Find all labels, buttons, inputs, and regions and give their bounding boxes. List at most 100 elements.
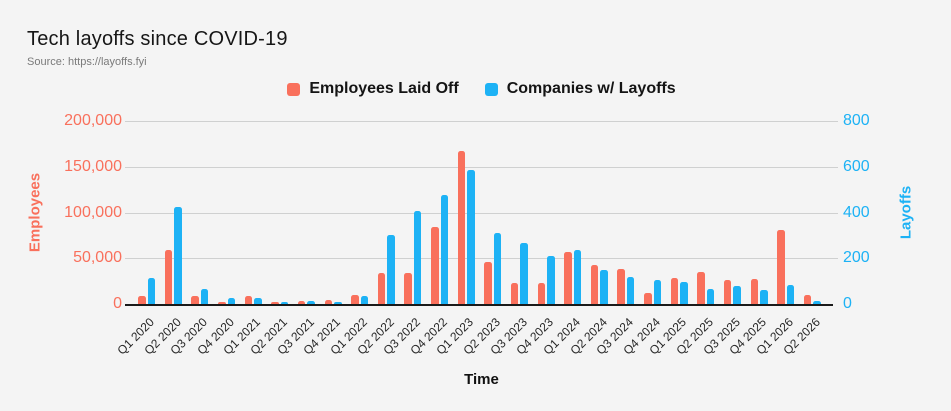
bar-group-q4-2024 [644,121,662,304]
chart-title: Tech layoffs since COVID-19 [27,28,288,50]
bar-employees-q3-2021[interactable] [297,301,306,304]
bar-group-q2-2021 [271,121,289,304]
bar-group-q4-2021 [324,121,342,304]
bar-companies-q3-2020[interactable] [200,289,209,304]
legend: Employees Laid Off Companies w/ Layoffs [125,80,838,98]
bar-companies-q1-2023[interactable] [467,170,475,304]
x-axis-line [125,304,833,306]
plot-area [125,121,838,304]
bar-employees-q1-2024[interactable] [564,252,572,304]
bar-group-q4-2020 [218,121,236,304]
bar-companies-q2-2026[interactable] [813,300,821,304]
y-axis-title-layoffs: Layoffs [897,185,915,240]
bar-companies-q3-2022[interactable] [413,210,422,304]
bar-employees-q3-2023[interactable] [510,283,519,304]
bar-companies-q1-2021[interactable] [254,297,262,304]
bar-companies-q2-2020[interactable] [174,206,182,304]
bar-companies-q3-2024[interactable] [626,276,635,304]
bar-group-q4-2023 [537,121,555,304]
bar-employees-q2-2021[interactable] [271,302,279,304]
bar-employees-q4-2024[interactable] [644,292,652,304]
bar-companies-q2-2023[interactable] [493,233,502,304]
bar-companies-q1-2026[interactable] [786,285,795,304]
left-tick-50000: 50,000 [73,249,122,267]
right-tick-400: 400 [843,203,870,221]
bar-group-q4-2025 [750,121,768,304]
bar-employees-q1-2023[interactable] [457,150,466,304]
right-tick-800: 800 [843,112,870,129]
bar-employees-q4-2022[interactable] [431,227,439,304]
bar-companies-q4-2025[interactable] [760,290,768,304]
bar-companies-q4-2022[interactable] [440,195,449,304]
bar-companies-q2-2024[interactable] [600,269,608,304]
bar-employees-q1-2020[interactable] [138,295,146,304]
legend-label-employees: Employees Laid Off [309,80,459,97]
bar-employees-q3-2020[interactable] [191,295,199,304]
y-axis-title-employees: Employees [26,172,44,253]
bar-group-q1-2023 [457,121,475,304]
bar-group-q2-2024 [590,121,608,304]
bar-employees-q3-2025[interactable] [723,279,732,304]
bar-companies-q1-2020[interactable] [147,277,156,304]
bar-group-q1-2020 [138,121,156,304]
bar-companies-q4-2021[interactable] [334,302,342,304]
bar-group-q3-2020 [191,121,209,304]
gridline-150000 [125,166,838,168]
bar-employees-q4-2021[interactable] [324,300,333,304]
bar-companies-q4-2020[interactable] [227,298,236,304]
bar-employees-q3-2024[interactable] [617,269,625,304]
bar-companies-q1-2022[interactable] [360,296,369,304]
chart-source: Source: https://layoffs.fyi [27,56,147,68]
bar-employees-q3-2022[interactable] [404,272,412,304]
bar-group-q3-2024 [617,121,635,304]
bar-group-q3-2022 [404,121,422,304]
bar-group-q1-2022 [351,121,369,304]
bar-employees-q4-2023[interactable] [537,282,546,304]
bar-group-q3-2023 [510,121,528,304]
bar-employees-q4-2025[interactable] [750,278,758,304]
bar-employees-q2-2024[interactable] [590,265,599,304]
gridline-50000 [125,258,838,260]
legend-item-companies[interactable]: Companies w/ Layoffs [484,80,676,98]
bar-employees-q1-2026[interactable] [777,230,785,304]
bar-employees-q2-2020[interactable] [164,249,173,304]
right-tick-0: 0 [843,295,852,312]
bar-group-q2-2023 [484,121,502,304]
bar-companies-q1-2024[interactable] [573,250,582,304]
bar-group-q1-2024 [564,121,582,304]
bar-group-q2-2020 [164,121,182,304]
left-tick-100000: 100,000 [64,203,122,221]
bar-employees-q1-2021[interactable] [244,296,253,304]
bar-employees-q4-2020[interactable] [218,302,226,304]
bar-companies-q1-2025[interactable] [680,282,688,304]
bar-companies-q2-2021[interactable] [280,301,289,304]
bar-companies-q3-2023[interactable] [520,243,528,304]
right-tick-600: 600 [843,157,870,175]
bar-companies-q2-2022[interactable] [387,235,395,304]
bar-employees-q2-2023[interactable] [484,261,492,304]
bar-employees-q2-2025[interactable] [697,271,705,304]
bar-employees-q2-2022[interactable] [377,272,386,304]
bar-group-q1-2021 [244,121,262,304]
x-axis-title-time: Time [464,371,499,388]
left-tick-150000: 150,000 [64,157,122,175]
bar-group-q2-2025 [697,121,715,304]
left-tick-0: 0 [113,295,122,312]
bar-companies-q3-2021[interactable] [307,300,315,304]
bar-group-q2-2026 [803,121,821,304]
bar-group-q3-2025 [723,121,741,304]
bar-group-q3-2021 [297,121,315,304]
bar-employees-q1-2025[interactable] [670,277,679,304]
legend-item-employees[interactable]: Employees Laid Off [287,80,459,98]
legend-label-companies: Companies w/ Layoffs [506,80,676,97]
bar-companies-q4-2023[interactable] [547,256,555,304]
bar-companies-q4-2024[interactable] [653,280,662,304]
bar-companies-q2-2025[interactable] [706,288,715,304]
bar-companies-q3-2025[interactable] [733,286,741,304]
bar-group-q1-2025 [670,121,688,304]
bar-employees-q2-2026[interactable] [803,295,812,304]
legend-swatch-companies [484,82,498,96]
bar-group-q1-2026 [777,121,795,304]
bar-employees-q1-2022[interactable] [351,295,359,304]
legend-swatch-employees [287,82,301,96]
